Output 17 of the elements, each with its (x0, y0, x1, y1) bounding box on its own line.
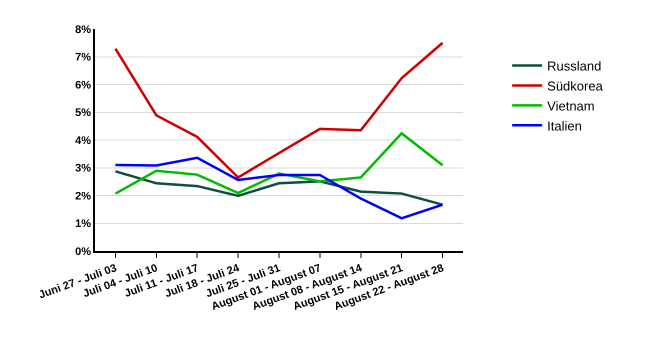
line-series (114, 170, 444, 206)
legend-label: Südkorea (547, 78, 604, 94)
line-series (114, 132, 444, 195)
y-tick-label: 8% (75, 24, 92, 36)
y-tick-label: 1% (75, 218, 92, 230)
y-tick-label: 3% (75, 162, 92, 175)
legend-label: Russland (547, 58, 602, 74)
y-tick-label: 2% (75, 190, 92, 202)
y-tick-label: 0% (75, 246, 92, 258)
line-series (114, 42, 444, 179)
y-tick-label: 7% (75, 52, 92, 64)
y-tick-label: 6% (75, 79, 92, 92)
legend-label: Vietnam (547, 98, 595, 114)
y-tick-label: 5% (75, 107, 92, 120)
line-series (114, 156, 444, 220)
legend-label: Italien (547, 118, 582, 134)
y-tick-label: 4% (75, 134, 92, 147)
